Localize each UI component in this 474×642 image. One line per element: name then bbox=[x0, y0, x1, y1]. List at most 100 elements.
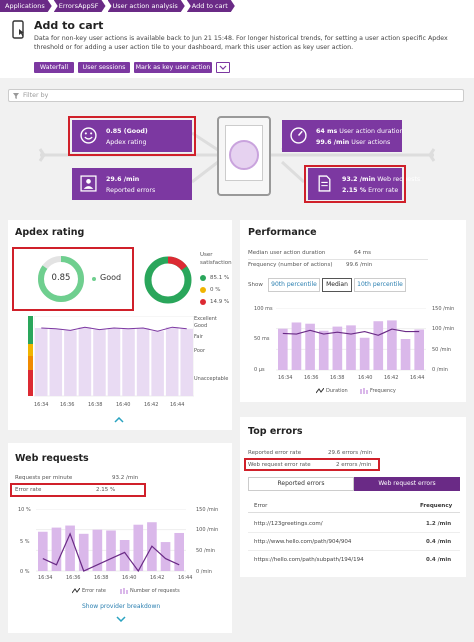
expand-chevron-icon[interactable] bbox=[114, 417, 124, 423]
perf-bar bbox=[359, 337, 370, 370]
perf-bar bbox=[318, 330, 329, 370]
web-value: 93.2 /min bbox=[342, 176, 376, 183]
web-xtick: 16:44 bbox=[178, 575, 193, 581]
error-freq: 1.2 /min bbox=[426, 521, 452, 527]
apdex-line bbox=[41, 326, 187, 332]
tab-90th-percentile[interactable]: 90th percentile bbox=[268, 278, 320, 292]
provider-breakdown-link[interactable]: Show provider breakdown bbox=[82, 603, 161, 610]
apdex-band-bar bbox=[28, 316, 33, 396]
chevron-down-icon bbox=[219, 65, 227, 70]
perf-xtick: 16:44 bbox=[410, 375, 425, 381]
breadcrumb-applications[interactable]: Applications bbox=[0, 0, 52, 12]
waterfall-button[interactable]: Waterfall bbox=[34, 62, 74, 73]
user-action-icon bbox=[12, 20, 24, 39]
reported-error-rate-label: Reported error rate bbox=[248, 450, 302, 456]
legend-frequency: Frequency bbox=[370, 388, 396, 394]
perf-yleft-bot: 0 µs bbox=[254, 367, 265, 373]
web-bar bbox=[92, 529, 103, 571]
duration-value: 64 ms bbox=[316, 128, 338, 135]
error-url[interactable]: http://www.hello.com/path/904/904 bbox=[254, 539, 352, 545]
expand-chevron-icon[interactable] bbox=[116, 616, 126, 622]
error-url[interactable]: https://hello.com/path/subpath/194/194 bbox=[254, 557, 364, 563]
web-bar bbox=[119, 540, 130, 571]
web-bar bbox=[38, 531, 48, 571]
perf-line bbox=[282, 328, 420, 336]
filter-placeholder: Filter by bbox=[23, 92, 49, 99]
reported-errors-tile[interactable]: 29.6 /min Reported errors bbox=[72, 168, 192, 200]
duration-row: 64 ms User action duration bbox=[316, 128, 404, 135]
web-error-rate-label: Web request error rate bbox=[248, 462, 311, 468]
web-bar bbox=[133, 524, 144, 571]
gauge-icon bbox=[290, 127, 307, 144]
legend-duration: Duration bbox=[326, 388, 348, 394]
web-bar bbox=[160, 542, 171, 571]
perf-bar bbox=[332, 326, 343, 370]
device-circle bbox=[229, 140, 259, 170]
web-yright-0: 0 /min bbox=[196, 569, 212, 575]
apdex-score-box[interactable]: 0.85 Good bbox=[12, 247, 134, 311]
web-bar bbox=[106, 530, 116, 571]
web-requests-tile[interactable]: 93.2 /min Web requests 2.15 % Error rate bbox=[308, 168, 420, 200]
web-requests-card: Web requests Requests per minute 93.2 /m… bbox=[8, 443, 232, 633]
error-rate-label: Error rate bbox=[15, 487, 42, 493]
web-error-rate-value: 2 errors /min bbox=[336, 462, 372, 468]
tab-median[interactable]: Median bbox=[322, 278, 352, 292]
apdex-bar bbox=[165, 327, 179, 396]
more-actions-button[interactable] bbox=[216, 62, 230, 73]
satisfaction-donut bbox=[144, 256, 192, 304]
tab-web-request-errors[interactable]: Web request errors bbox=[354, 477, 460, 491]
col-error: Error bbox=[254, 503, 268, 509]
device-graphic bbox=[217, 116, 271, 196]
duration-legend-icon bbox=[316, 388, 324, 394]
duration-tile[interactable]: 64 ms User action duration 99.6 /min Use… bbox=[282, 120, 404, 152]
tab-reported-errors[interactable]: Reported errors bbox=[248, 477, 354, 491]
web-yleft-mid: 5 % bbox=[20, 539, 30, 545]
web-bar bbox=[78, 533, 89, 571]
filter-input[interactable]: Filter by bbox=[8, 89, 464, 102]
breadcrumb-analysis[interactable]: User action analysis bbox=[108, 0, 185, 12]
show-label: Show bbox=[248, 282, 263, 288]
frustrated-icon bbox=[200, 299, 206, 305]
perf-xtick: 16:40 bbox=[358, 375, 373, 381]
web-yleft-top: 10 % bbox=[18, 507, 31, 513]
tab-10th-percentile[interactable]: 10th percentile bbox=[354, 278, 406, 292]
actions-row: 99.6 /min User actions bbox=[316, 139, 390, 146]
top-errors-card: Top errors Reported error rate 29.6 erro… bbox=[240, 417, 466, 577]
action-flow: 0.85 (Good) Apdex rating 64 ms User acti… bbox=[0, 108, 474, 218]
frequency-legend-icon bbox=[360, 388, 368, 394]
col-frequency[interactable]: Frequency bbox=[420, 503, 453, 509]
web-requests-title: Web requests bbox=[15, 453, 89, 464]
apdex-bar bbox=[35, 328, 48, 396]
perf-bar bbox=[346, 325, 356, 370]
user-sessions-button[interactable]: User sessions bbox=[78, 62, 130, 73]
apdex-card-title: Apdex rating bbox=[15, 227, 85, 238]
rate-row: 2.15 % Error rate bbox=[342, 187, 398, 194]
web-yright-150: 150 /min bbox=[196, 507, 219, 513]
web-bar bbox=[65, 525, 75, 571]
mark-key-action-button[interactable]: Mark as key user action bbox=[134, 62, 212, 73]
error-freq: 0.4 /min bbox=[426, 557, 452, 563]
perf-yright-0: 0 /min bbox=[432, 367, 448, 373]
perf-yright-50: 50 /min bbox=[432, 347, 452, 353]
perf-bar bbox=[305, 323, 315, 370]
perf-yleft-mid: 50 ms bbox=[254, 336, 270, 342]
apdex-tile[interactable]: 0.85 (Good) Apdex rating bbox=[72, 120, 192, 152]
error-url[interactable]: http://123greetings.com/ bbox=[254, 521, 323, 527]
legend-number-requests: Number of requests bbox=[130, 588, 180, 594]
band-good: Good bbox=[194, 323, 208, 329]
error-rate-value: 2.15 % bbox=[96, 487, 116, 493]
breadcrumb-app[interactable]: ErrorsAppSF bbox=[54, 0, 106, 12]
rpm-label: Requests per minute bbox=[15, 475, 73, 481]
apdex-bar bbox=[122, 328, 135, 396]
apdex-bar bbox=[107, 328, 121, 396]
page-header: Add to cart Data for non-key user action… bbox=[0, 12, 474, 78]
page-title: Add to cart bbox=[34, 19, 104, 32]
requests-legend-icon bbox=[120, 588, 128, 594]
frustrated-pct: 14.9 % bbox=[210, 299, 230, 305]
good-dot-icon bbox=[92, 277, 96, 281]
perf-yright-150: 150 /min bbox=[432, 306, 455, 312]
band-fair: Fair bbox=[194, 334, 203, 340]
web-row: 93.2 /min Web requests bbox=[342, 176, 420, 183]
error-rate-box: Error rate 2.15 % bbox=[10, 483, 146, 497]
satisfied-icon bbox=[200, 275, 206, 281]
